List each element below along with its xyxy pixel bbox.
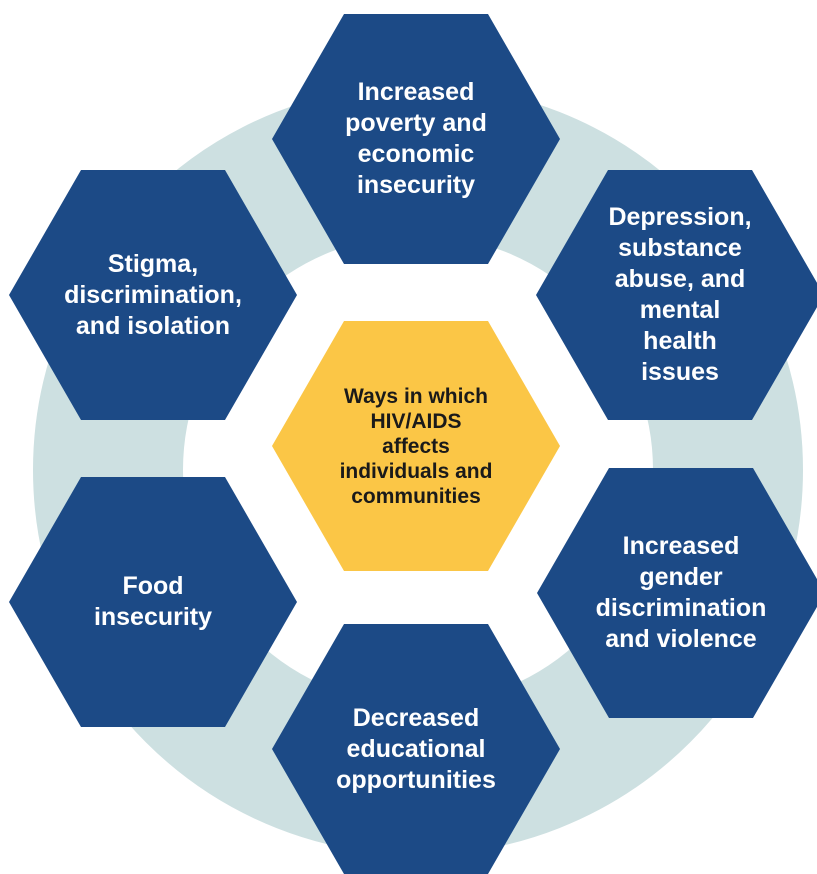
- hex-food-insecurity-label: Food insecurity: [93, 572, 213, 631]
- hex-food-insecurity: Food insecurity: [9, 477, 297, 727]
- hex-mental-health-label: Depression, substance abuse, and mental …: [608, 203, 752, 386]
- hex-poverty-label: Increased poverty and economic insecurit…: [345, 78, 487, 199]
- hex-gender-violence-label: Increased gender discrimination and viol…: [595, 532, 767, 653]
- hex-education: Decreased educational opportunities: [272, 624, 560, 874]
- hex-education-label: Decreased educational opportunities: [336, 703, 496, 794]
- hex-center-label: Ways in which HIV/AIDS affects individua…: [339, 384, 493, 508]
- hex-stigma-label: Stigma, discrimination, and isolation: [64, 249, 242, 340]
- hex-poverty: Increased poverty and economic insecurit…: [272, 14, 560, 264]
